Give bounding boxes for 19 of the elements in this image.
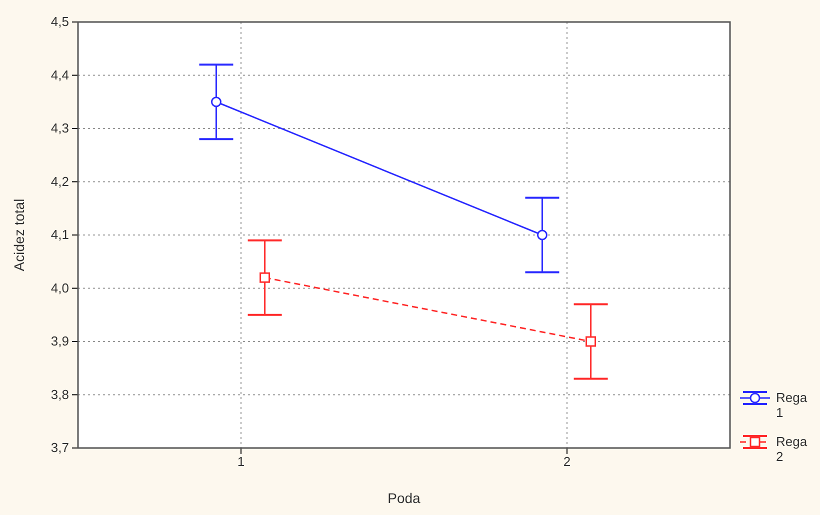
y-tick-label: 4,3: [50, 120, 69, 136]
y-tick-label: 3,7: [50, 440, 69, 456]
point: [210, 96, 222, 108]
x-tick-label: 1: [237, 454, 245, 470]
y-tick-label: 4,4: [50, 67, 69, 82]
x-tick-label: 2: [563, 454, 571, 470]
point: [586, 336, 596, 347]
x-axis-title: Poda: [388, 490, 421, 506]
point: [536, 230, 548, 240]
y-tick-label: 4,2: [50, 174, 69, 189]
y-tick-label: 4,5: [50, 14, 69, 30]
y-tick-label: 4,1: [50, 227, 69, 242]
legend-label: Rega 1: [776, 390, 808, 420]
y-tick-label: 3,8: [50, 386, 69, 402]
point: [260, 272, 270, 283]
y-tick-label: 3,9: [50, 334, 69, 349]
y-tick-label: 4,0: [50, 280, 69, 296]
legend-label: Rega 2: [776, 434, 808, 464]
y-axis-title: Acidez total: [11, 198, 27, 272]
